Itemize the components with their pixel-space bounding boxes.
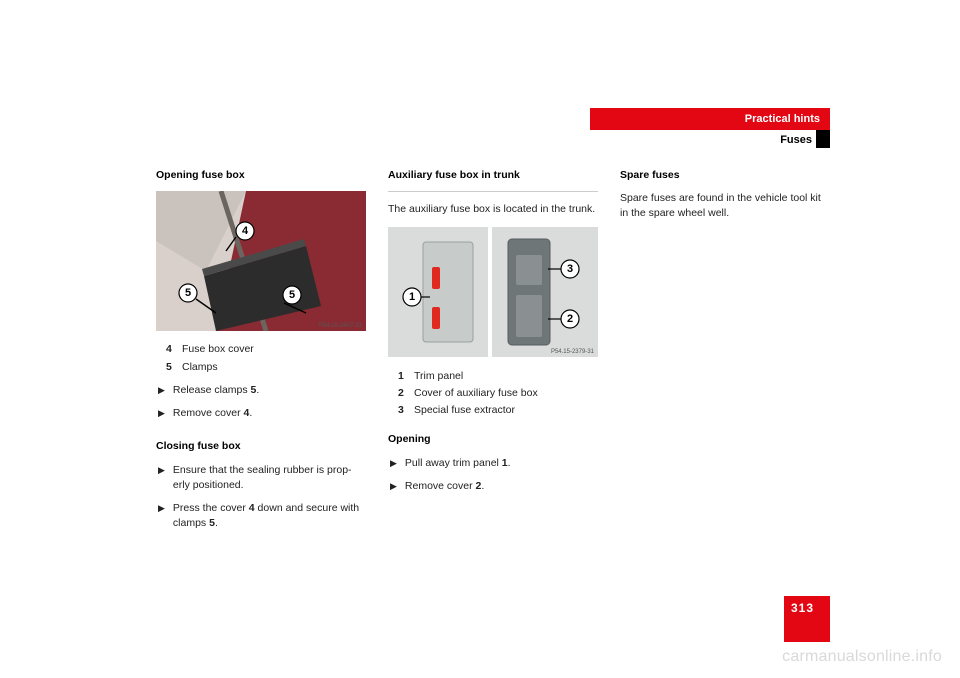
- chapter-title: Practical hints: [745, 113, 820, 125]
- figure2-id: P54.15-2379-31: [551, 349, 595, 355]
- callout-4: 4: [242, 225, 249, 237]
- step-row: ▶ Release clamps 5.: [156, 383, 366, 398]
- section-title: Fuses: [780, 134, 812, 146]
- step-text: Remove cover 4.: [173, 406, 252, 421]
- step-row: ▶ Remove cover 2.: [388, 479, 598, 494]
- section-rule: [388, 191, 598, 192]
- watermark: carmanualsonline.info: [782, 648, 942, 666]
- figure-aux-fuse-box: 1 3 2 P54.15-2379-31: [388, 227, 598, 357]
- legend-num: 3: [398, 403, 408, 418]
- legend-num: 1: [398, 369, 408, 384]
- figure1-id: P54.15-2407-31: [319, 323, 363, 329]
- step-arrow-icon: ▶: [390, 456, 397, 471]
- legend-text: Fuse box cover: [182, 342, 254, 357]
- callout-5b: 5: [289, 289, 295, 301]
- column-3: Spare fuses Spare fuses are found in the…: [620, 168, 830, 531]
- legend-row: 5 Clamps: [156, 360, 366, 375]
- col3-heading: Spare fuses: [620, 168, 830, 183]
- step-row: ▶ Ensure that the sealing rubber is prop…: [156, 463, 366, 493]
- col2-heading-opening: Opening: [388, 432, 598, 447]
- step-arrow-icon: ▶: [158, 406, 165, 421]
- page-number: 313: [791, 601, 814, 615]
- legend-text: Trim panel: [414, 369, 463, 384]
- page-number-box: 313: [784, 596, 830, 642]
- legend-row: 3 Special fuse extractor: [388, 403, 598, 418]
- column-2: Auxiliary fuse box in trunk The auxiliar…: [388, 168, 598, 531]
- legend-num: 2: [398, 386, 408, 401]
- step-arrow-icon: ▶: [158, 463, 165, 493]
- chapter-header-bar: Practical hints: [590, 108, 830, 130]
- step-row: ▶ Pull away trim panel 1.: [388, 456, 598, 471]
- step-text: Release clamps 5.: [173, 383, 259, 398]
- step-arrow-icon: ▶: [158, 501, 165, 531]
- legend-text: Special fuse extractor: [414, 403, 515, 418]
- section-marker-box: [816, 130, 830, 148]
- step-row: ▶ Remove cover 4.: [156, 406, 366, 421]
- step-row: ▶ Press the cover 4 down and secure with…: [156, 501, 366, 531]
- legend-text: Cover of auxiliary fuse box: [414, 386, 538, 401]
- col2-heading-aux: Auxiliary fuse box in trunk: [388, 168, 598, 183]
- step-text: Ensure that the sealing rubber is prop-e…: [173, 463, 366, 493]
- step-arrow-icon: ▶: [390, 479, 397, 494]
- callout-5a: 5: [185, 287, 191, 299]
- callout-1: 1: [409, 291, 415, 303]
- step-text: Remove cover 2.: [405, 479, 484, 494]
- step-text: Press the cover 4 down and secure with c…: [173, 501, 366, 531]
- legend-num: 5: [166, 360, 176, 375]
- legend-num: 4: [166, 342, 176, 357]
- callout-3: 3: [567, 263, 573, 275]
- step-text: Pull away trim panel 1.: [405, 456, 511, 471]
- column-1: Opening fuse box 4 5 5 P54.15-2407-31 4 …: [156, 168, 366, 531]
- figure-fuse-box: 4 5 5 P54.15-2407-31: [156, 191, 366, 331]
- col2-intro: The auxiliary fuse box is located in the…: [388, 202, 598, 217]
- col3-para: Spare fuses are found in the vehicle too…: [620, 191, 830, 221]
- col1-heading-opening: Opening fuse box: [156, 168, 366, 183]
- callout-2: 2: [567, 313, 573, 325]
- legend-text: Clamps: [182, 360, 218, 375]
- legend-row: 4 Fuse box cover: [156, 342, 366, 357]
- legend-row: 1 Trim panel: [388, 369, 598, 384]
- legend-row: 2 Cover of auxiliary fuse box: [388, 386, 598, 401]
- step-arrow-icon: ▶: [158, 383, 165, 398]
- col1-heading-closing: Closing fuse box: [156, 439, 366, 454]
- content-columns: Opening fuse box 4 5 5 P54.15-2407-31 4 …: [156, 168, 830, 531]
